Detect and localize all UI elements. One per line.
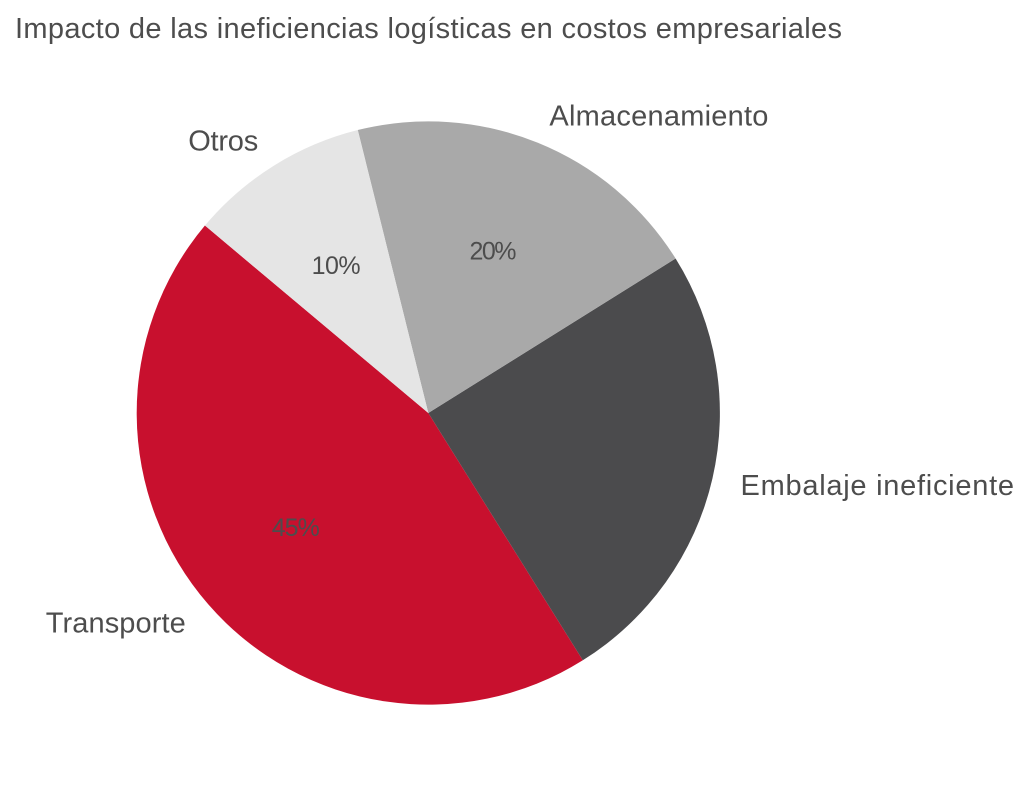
svg-text:Impacto de las ineficiencias l: Impacto de las ineficiencias logísticas …: [15, 13, 842, 45]
svg-text:10%: 10%: [312, 252, 361, 280]
svg-text:20%: 20%: [470, 238, 517, 266]
svg-text:Transporte: Transporte: [46, 607, 186, 639]
svg-text:Otros: Otros: [188, 125, 258, 157]
svg-text:45%: 45%: [272, 514, 320, 542]
svg-text:Embalaje ineficiente: Embalaje ineficiente: [741, 470, 1015, 502]
svg-text:Almacenamiento: Almacenamiento: [549, 101, 768, 133]
